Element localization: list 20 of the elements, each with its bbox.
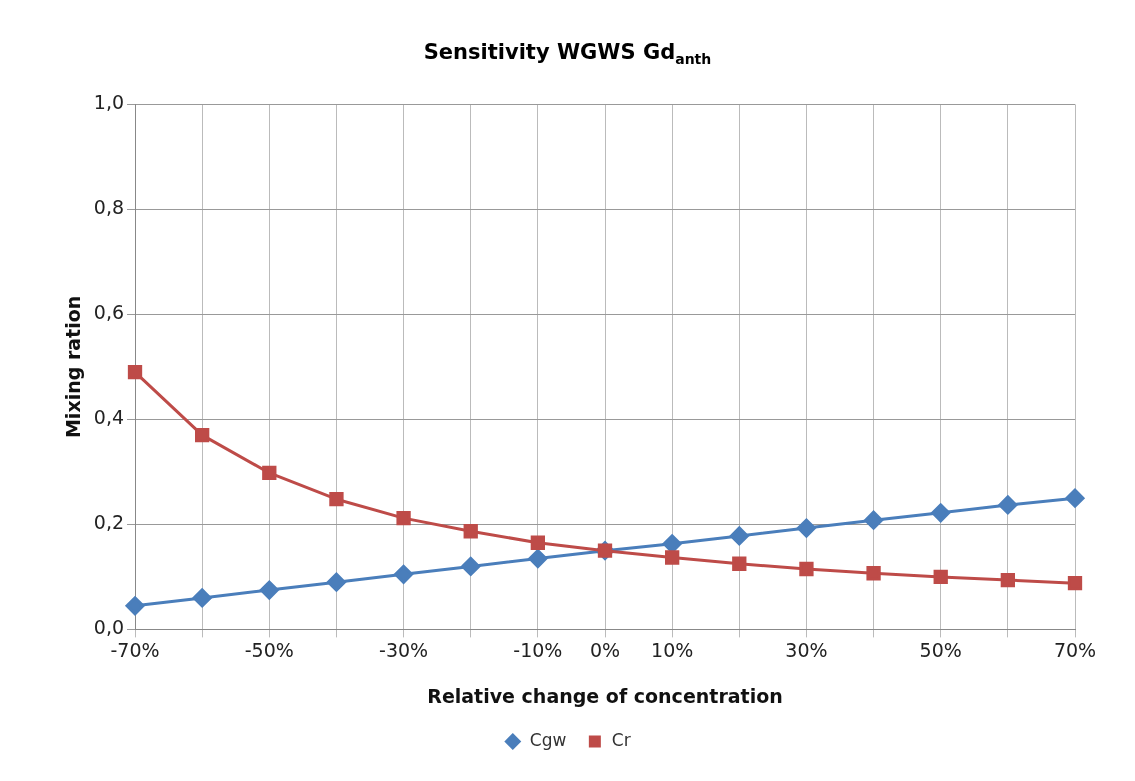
x-tick-label: 10%	[651, 638, 694, 661]
x-tick-label: 30%	[785, 638, 828, 661]
x-tick-label: -10%	[513, 638, 563, 661]
x-tick-label: -30%	[379, 638, 429, 661]
x-axis-title: Relative change of concentration	[427, 684, 783, 707]
x-tick-label: -50%	[244, 638, 294, 661]
x-tick-label: 50%	[919, 638, 962, 661]
chart-title: Sensitivity WGWS Gd$_{anth}$	[422, 40, 713, 68]
y-tick-label: 1,0	[93, 91, 125, 114]
y-tick-label: 0,8	[93, 196, 125, 219]
y-tick-label: 0,0	[93, 616, 125, 639]
x-tick-label: 0%	[589, 638, 621, 661]
x-tick-label: -70%	[110, 638, 160, 661]
y-axis-title: Mixing ration	[62, 295, 85, 439]
y-tick-label: 0,2	[93, 511, 125, 534]
y-tick-label: 0,4	[93, 406, 125, 429]
y-tick-label: 0,6	[93, 301, 125, 324]
x-tick-label: 70%	[1053, 638, 1097, 661]
legend-label: Cr	[611, 729, 631, 750]
legend-label: Cgw	[529, 729, 567, 750]
